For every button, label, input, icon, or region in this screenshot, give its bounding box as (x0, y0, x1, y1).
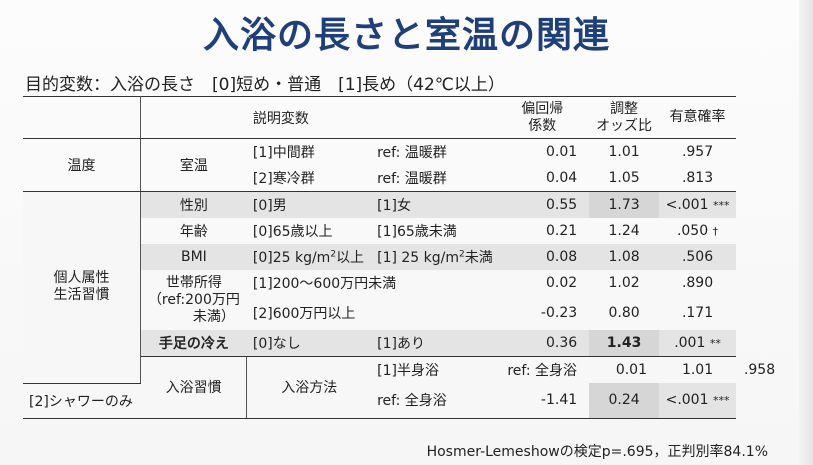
category-temperature: 温度 (23, 138, 141, 192)
level-b: [1]あり (371, 330, 502, 357)
coef-cell: 0.04 (501, 165, 590, 192)
level-a: [2]600万円以上 (252, 306, 356, 322)
p-value-cell: .890 (681, 275, 714, 291)
table-row: 個人属性 生活習慣 性別 [0]男 [1]女 0.55 1.73 <.001 **… (23, 191, 783, 384)
variable-income: 世帯所得 （ref:200万円 未満） (147, 274, 240, 325)
odds-ratio-cell: 1.01 (608, 144, 640, 160)
odds-ratio-cell: 0.80 (608, 305, 640, 321)
coef-cell: 0.36 (501, 330, 590, 357)
level-a: [2]寒冷群 (246, 165, 372, 192)
level-a: [0]男 (252, 198, 287, 214)
header-coef: 偏回帰 係数 (501, 96, 590, 139)
variable-bath-method: 入浴方法 (246, 356, 372, 419)
variable-cold-limbs: 手足の冷え (140, 330, 247, 357)
significance-mark: *** (712, 199, 730, 212)
level-b: [1]65歳未満 (377, 224, 457, 240)
level-a: [0]なし (246, 330, 372, 357)
significance-mark: *** (712, 394, 730, 408)
odds-ratio-cell: 1.05 (589, 165, 659, 192)
slide-title: 入浴の長さと室温の関連 (202, 15, 610, 56)
level-b: ref: 温暖群 (371, 165, 502, 192)
p-value-cell: .001 ** (658, 330, 737, 357)
model-fit-note: Hosmer-Lemeshowの検定p=.695，正判別率84.1% (426, 444, 768, 460)
coef-cell: 0.21 (545, 223, 578, 239)
coef-cell: -1.41 (501, 383, 590, 419)
category-personal: 個人属性 生活習慣 (23, 191, 141, 384)
table-header-row: 説明変数 偏回帰 係数 調整 オッズ比 有意確率 (23, 96, 783, 139)
odds-ratio-cell: 1.02 (608, 275, 640, 291)
p-value-cell: <.001 *** (665, 197, 730, 213)
level-b: ref: 温暖群 (377, 145, 447, 161)
p-value-cell: .957 (681, 144, 714, 160)
variable-room-temp: 室温 (140, 138, 247, 192)
odds-ratio-cell: 0.24 (589, 383, 659, 419)
header-odds-ratio: 調整 オッズ比 (589, 96, 659, 139)
level-a: [0]25 kg/m2以上 (252, 249, 365, 266)
odds-ratio-cell: 1.01 (681, 362, 714, 378)
level-a: [2]シャワーのみ (23, 383, 141, 419)
variable-sex: 性別 (179, 198, 208, 214)
odds-ratio-cell: 1.43 (589, 330, 659, 357)
odds-ratio-cell: 1.24 (608, 223, 640, 239)
level-b: ref: 全身浴 (371, 383, 502, 419)
odds-ratio-cell: 1.73 (589, 191, 659, 218)
table-row: [2]シャワーのみ ref: 全身浴 -1.41 0.24 <.001 *** (23, 383, 783, 419)
table-row: [2]600万円以上 -0.23 0.80 .171 (23, 296, 783, 330)
level-a: [0]65歳以上 (252, 224, 333, 240)
table-row: 温度 室温 [1]中間群 ref: 温暖群 0.01 1.01 .957 (23, 138, 783, 192)
header-variable-spacer (140, 96, 247, 139)
coef-cell: 0.02 (545, 275, 578, 291)
table-row: 世帯所得 （ref:200万円 未満） [1]200～600万円未満 0.02 1.… (23, 270, 783, 325)
level-a: [1]半身浴 (377, 363, 439, 379)
table-row: 手足の冷え [0]なし [1]あり 0.36 1.43 .001 ** (23, 330, 783, 357)
table-row: BMI [0]25 kg/m2以上 [1] 25 kg/m2未満 0.08 1.… (23, 244, 783, 270)
table-row: 入浴習慣 入浴方法 [1]半身浴 ref: 全身浴 0.01 1.01 .958 (23, 356, 783, 419)
p-value-cell: .050 † (676, 223, 719, 239)
level-a: [1]中間群 (252, 145, 315, 161)
p-value-cell: <.001 *** (658, 383, 737, 419)
variable-bmi: BMI (181, 249, 207, 265)
table-row: 年齢 [0]65歳以上 [1]65歳未満 0.21 1.24 .050 † (23, 218, 783, 244)
level-b: [1] 25 kg/m2未満 (377, 249, 493, 266)
coef-cell: 0.01 (545, 144, 578, 160)
p-value-cell: .506 (681, 249, 714, 265)
odds-ratio-cell: 1.08 (608, 249, 640, 265)
category-bathing: 入浴習慣 (140, 356, 248, 419)
page-edge (799, 0, 813, 465)
table-row: [2]寒冷群 ref: 温暖群 0.04 1.05 .813 (23, 165, 783, 192)
significance-mark: ** (709, 337, 721, 350)
significance-mark: † (712, 225, 719, 238)
header-variable: 説明変数 (246, 96, 502, 139)
dependent-variable-note: 目的変数：入浴の長さ [0]短め・普通 [1]長め（42℃以上） (25, 75, 505, 95)
header-category (23, 96, 141, 139)
p-value-cell: .813 (658, 165, 737, 192)
coef-cell: 0.01 (615, 362, 647, 378)
p-value-cell: .958 (743, 361, 776, 378)
level-b: [1]女 (377, 198, 411, 214)
header-p-value: 有意確率 (658, 96, 737, 139)
regression-table: 説明変数 偏回帰 係数 調整 オッズ比 有意確率 温度 室温 [1]中間群 ref:… (23, 96, 783, 419)
coef-cell: -0.23 (540, 305, 578, 321)
p-value-cell: .171 (681, 305, 714, 321)
coef-cell: 0.08 (545, 249, 578, 265)
variable-age: 年齢 (179, 224, 208, 240)
level-b: ref: 全身浴 (507, 363, 578, 379)
level-a: [1]200～600万円未満 (252, 276, 397, 292)
coef-cell: 0.55 (545, 197, 578, 213)
